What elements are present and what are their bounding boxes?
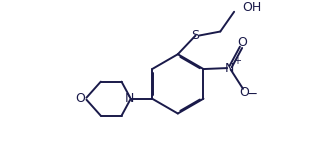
Text: OH: OH [242, 1, 261, 14]
Text: S: S [192, 29, 200, 42]
Text: O: O [239, 86, 249, 99]
Text: −: − [247, 88, 258, 101]
Text: N: N [125, 92, 134, 105]
Text: O: O [237, 36, 247, 49]
Text: O: O [75, 92, 85, 105]
Text: N: N [225, 62, 234, 75]
Text: +: + [232, 56, 241, 66]
